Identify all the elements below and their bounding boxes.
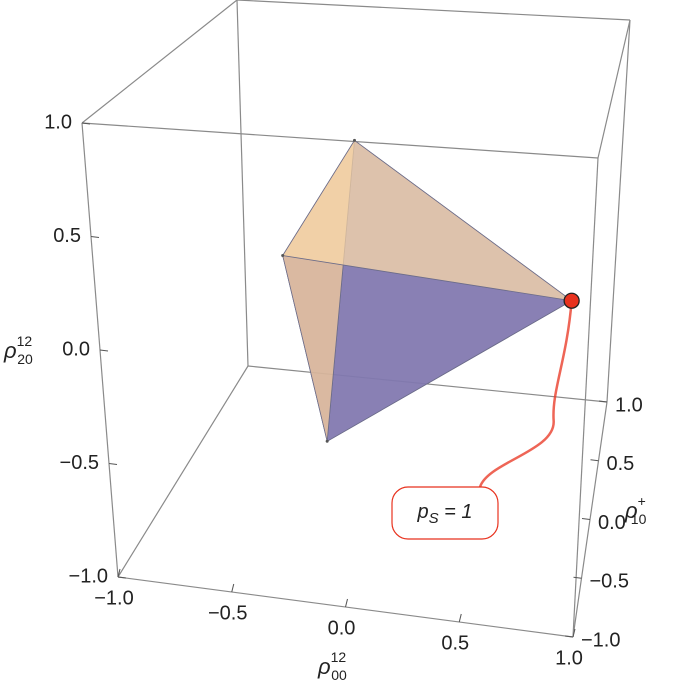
annotation: pS = 1 — [416, 501, 472, 527]
vertex — [281, 254, 285, 258]
axis-superscript: 12 — [17, 333, 33, 349]
axis-label: ρ12 00 — [317, 649, 347, 683]
axis-subscript: 20 — [17, 351, 33, 367]
axis-subscript: 10 — [631, 511, 647, 527]
x-tick — [458, 613, 462, 623]
z-tick-label: −1.0 — [69, 565, 108, 587]
z-tick — [81, 122, 91, 125]
callout-box — [391, 486, 499, 540]
y-tick-label: 0.5 — [607, 453, 635, 475]
x-tick — [345, 598, 348, 608]
annotation-subscript: S — [429, 510, 439, 527]
marker — [563, 292, 580, 309]
y-tick-label: 1.0 — [615, 394, 643, 416]
x-tick — [117, 568, 121, 578]
tetrahedron-face — [282, 139, 572, 302]
annotation-symbol: p — [416, 501, 428, 523]
z-tick-label: −0.5 — [60, 452, 99, 474]
z-tick — [90, 236, 100, 238]
box-edge — [81, 0, 238, 124]
axis-subscript: 00 — [331, 667, 347, 683]
box-edge — [81, 122, 599, 159]
x-tick-label: −1.0 — [94, 587, 133, 609]
z-tick — [117, 576, 127, 579]
x-tick-label: 1.0 — [555, 647, 583, 669]
z-tick — [108, 463, 118, 465]
z-tick — [99, 349, 109, 352]
z-tick-label: 0.5 — [53, 225, 81, 247]
axis-symbol: ρ — [317, 654, 331, 679]
callout-connector — [478, 300, 573, 488]
axis-symbol: ρ — [3, 338, 17, 363]
vertex — [325, 439, 329, 443]
y-tick — [573, 576, 582, 579]
axis-superscript: + — [638, 493, 646, 509]
annotation-text: = 1 — [439, 501, 473, 523]
z-tick-label: 0.0 — [62, 338, 90, 360]
y-tick — [590, 459, 599, 462]
y-tick-label: 0.0 — [598, 512, 626, 534]
x-tick — [231, 583, 235, 593]
y-tick — [581, 518, 591, 520]
axis-symbol: ρ — [624, 498, 638, 523]
x-tick-label: 0.5 — [441, 632, 469, 654]
axis-superscript: 12 — [331, 649, 347, 665]
axis-label: ρ+ 10 — [624, 493, 647, 527]
box-edge — [606, 19, 631, 403]
box-edge — [236, 0, 631, 21]
box-edge — [572, 157, 599, 638]
y-tick-label: −0.5 — [590, 571, 629, 593]
vertex — [352, 138, 356, 142]
z-tick-label: 1.0 — [44, 111, 72, 133]
box-edge — [597, 19, 631, 159]
x-tick-label: −0.5 — [208, 602, 247, 624]
x-tick — [572, 628, 576, 638]
axis-label: ρ12 20 — [3, 333, 33, 367]
x-tick-label: 0.0 — [328, 617, 356, 639]
box-edge — [236, 0, 249, 367]
y-tick-label: −1.0 — [581, 629, 620, 651]
y-tick — [564, 635, 574, 638]
box-edge — [117, 365, 249, 578]
y-tick — [598, 400, 608, 403]
